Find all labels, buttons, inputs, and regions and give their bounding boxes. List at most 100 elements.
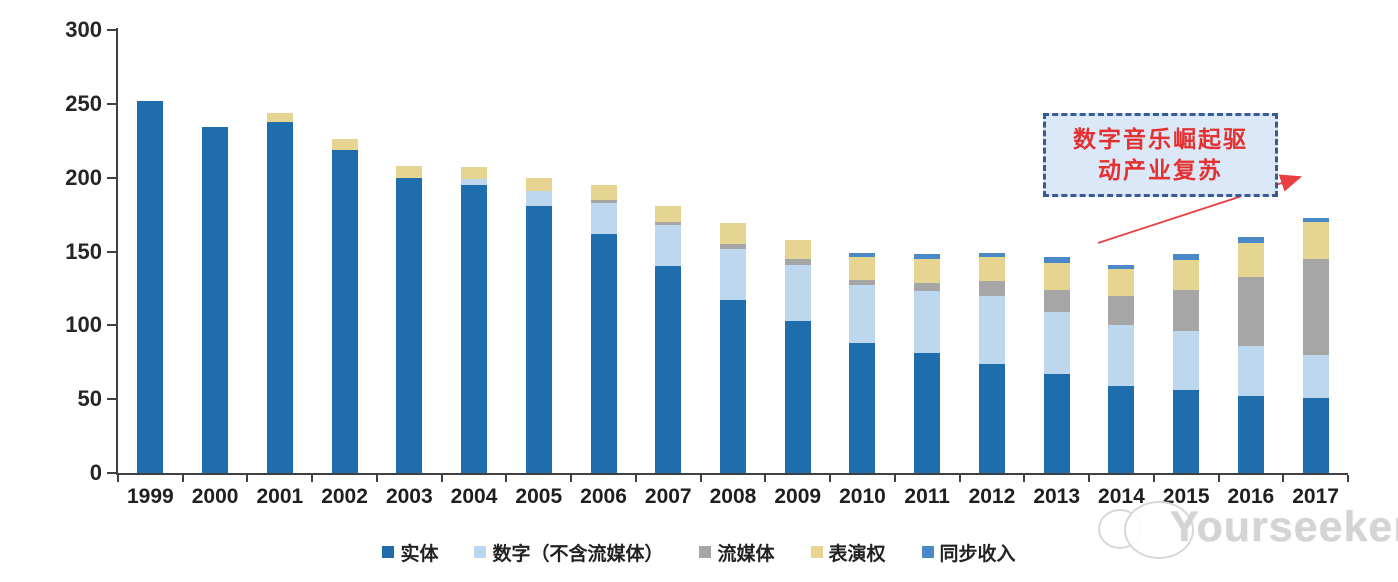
bar-segment-2011 [914,353,941,473]
bar-segment-2003 [396,177,423,473]
bar-segment-2012 [978,281,1005,296]
bar-segment-2005 [525,205,552,473]
bar-segment-2010 [849,279,876,286]
bar-segment-2013 [1043,257,1070,264]
bar-segment-2001 [266,121,293,473]
x-axis-tick [440,475,443,482]
y-axis-tick-label: 0 [89,460,102,485]
bar-segment-2014 [1108,385,1135,473]
x-axis-tick-label: 2009 [774,485,822,508]
bar-segment-2002 [331,149,358,473]
bar-segment-2011 [914,254,941,259]
bar-segment-2009 [784,239,811,259]
x-axis-tick [1217,475,1220,482]
legend-swatch-icon [382,546,395,558]
bar-segment-2014 [1108,325,1135,386]
bar-segment-2008 [720,248,746,301]
x-axis-tick-label: 2006 [580,485,627,508]
x-axis-tick [634,475,637,482]
bar-segment-2005 [525,190,552,206]
bar-segment-2011 [914,282,941,292]
bar-segment-2008 [720,223,746,245]
y-axis-tick-label: 150 [65,238,102,264]
y-axis-tick-label: 100 [65,312,102,338]
y-axis-tick-label: 300 [65,17,102,42]
bar-segment-2015 [1173,390,1200,473]
x-axis-tick-label: 2008 [709,485,757,508]
x-axis-tick-label: 2002 [321,485,368,508]
x-axis-tick [570,475,573,482]
watermark-text: Yourseeker [1170,503,1398,551]
x-axis-tick-label: 2010 [839,485,886,508]
legend-swatch-icon [810,546,823,558]
bar-segment-2014 [1108,264,1135,270]
bar-segment-2012 [978,257,1005,282]
x-axis-tick [1023,475,1026,482]
bar-segment-2010 [849,252,876,258]
legend-label: 表演权 [828,542,886,565]
legend-swatch-icon [921,546,934,558]
y-axis-tick [107,250,116,253]
bar-segment-2010 [849,257,876,280]
bar-segment-2010 [849,343,876,473]
bar-segment-2004 [461,185,488,473]
y-axis-tick-label: 200 [65,164,102,190]
bar-segment-2015 [1173,260,1200,290]
annotation-text-line1: 数字音乐崛起驱 [1073,126,1248,153]
bar-segment-2014 [1108,295,1135,326]
bar-segment-2013 [1043,374,1070,473]
x-axis-tick-label: 2012 [968,485,1016,508]
x-axis-tick [117,475,119,482]
bar-segment-2004 [461,179,488,186]
x-axis-tick [246,475,249,482]
bar-segment-2009 [784,258,811,265]
x-axis-line [116,473,1348,475]
x-axis-tick-label: 2000 [191,485,239,508]
chat-bubbles-logo-icon [1124,501,1194,559]
bar-segment-2013 [1043,312,1070,375]
bar-segment-2007 [655,221,682,225]
annotation-callout: 数字音乐崛起驱 动产业复苏 [1043,113,1278,197]
legend-item: 实体 [382,539,438,566]
bar-segment-2011 [914,291,941,354]
y-axis-tick [107,176,116,179]
bar-segment-2007 [655,224,682,267]
bar-segment-2015 [1173,289,1200,332]
x-axis-tick-label: 2007 [644,485,692,508]
bar-segment-2006 [590,185,617,200]
bar-segment-2000 [202,127,229,473]
chart-legend: 实体 数字（不含流媒体） 流媒体 表演权 同步收入 [0,537,1398,567]
legend-label: 流媒体 [717,542,775,565]
legend-label: 数字（不含流媒体） [492,542,664,565]
bar-segment-2017 [1302,354,1329,398]
bar-segment-2008 [720,300,746,473]
bar-segment-2017 [1302,221,1329,259]
y-axis-tick [107,324,116,327]
x-axis-tick-label: 2005 [515,485,563,508]
legend-swatch-icon [699,546,712,558]
legend-item: 表演权 [810,539,886,566]
x-axis-tick-label: 2003 [385,485,433,508]
bar-segment-2012 [978,363,1005,473]
x-axis-tick-label: 2011 [904,485,950,508]
x-axis-tick-label: 2016 [1227,485,1275,508]
bar-segment-2015 [1173,331,1200,391]
x-axis-tick [893,475,896,482]
bar-segment-2006 [590,233,617,473]
legend-item: 流媒体 [699,539,775,566]
bar-segment-2003 [396,165,423,178]
bar-segment-2017 [1302,258,1329,355]
bar-segment-2012 [978,252,1005,258]
x-axis-tick-label: 2001 [256,485,304,508]
bar-segment-2015 [1173,254,1200,261]
bar-segment-2016 [1237,236,1264,243]
bar-segment-2004 [461,167,488,180]
legend-label: 同步收入 [939,542,1016,565]
bar-segment-2008 [720,244,746,249]
bar-segment-2007 [655,266,682,473]
bar-segment-2009 [784,320,811,473]
bar-segment-2002 [331,139,358,150]
x-axis-tick [1152,475,1155,482]
bar-segment-2016 [1237,242,1264,277]
